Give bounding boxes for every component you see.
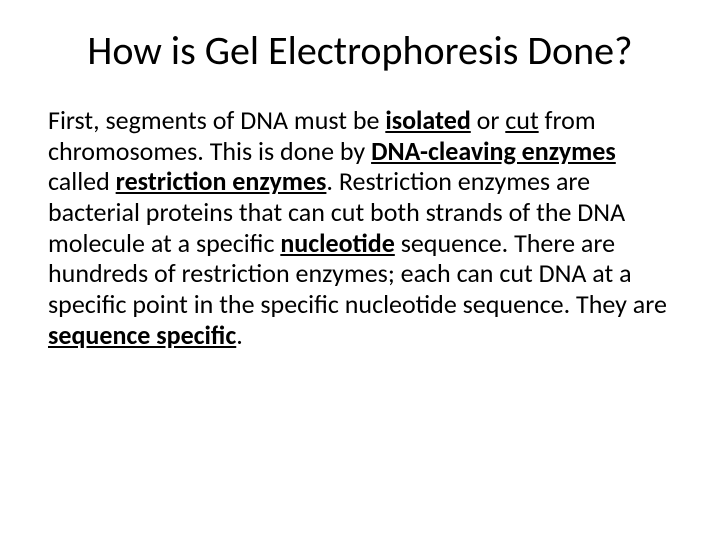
body-run: cut: [505, 104, 538, 136]
slide: How is Gel Electrophoresis Done? First, …: [0, 0, 720, 540]
body-run: DNA-cleaving enzymes: [371, 135, 616, 167]
body-run: or: [471, 104, 506, 136]
body-run: sequence specific: [48, 319, 236, 351]
slide-body: First, segments of DNA must be isolated …: [48, 105, 672, 350]
body-run: called: [48, 165, 116, 197]
body-run: isolated: [385, 104, 470, 136]
body-run: First, segments of DNA must be: [48, 104, 385, 136]
body-run: restriction enzymes: [116, 165, 327, 197]
slide-title: How is Gel Electrophoresis Done?: [48, 26, 672, 75]
body-run: nucleotide: [280, 227, 395, 259]
body-run: .: [236, 319, 243, 351]
